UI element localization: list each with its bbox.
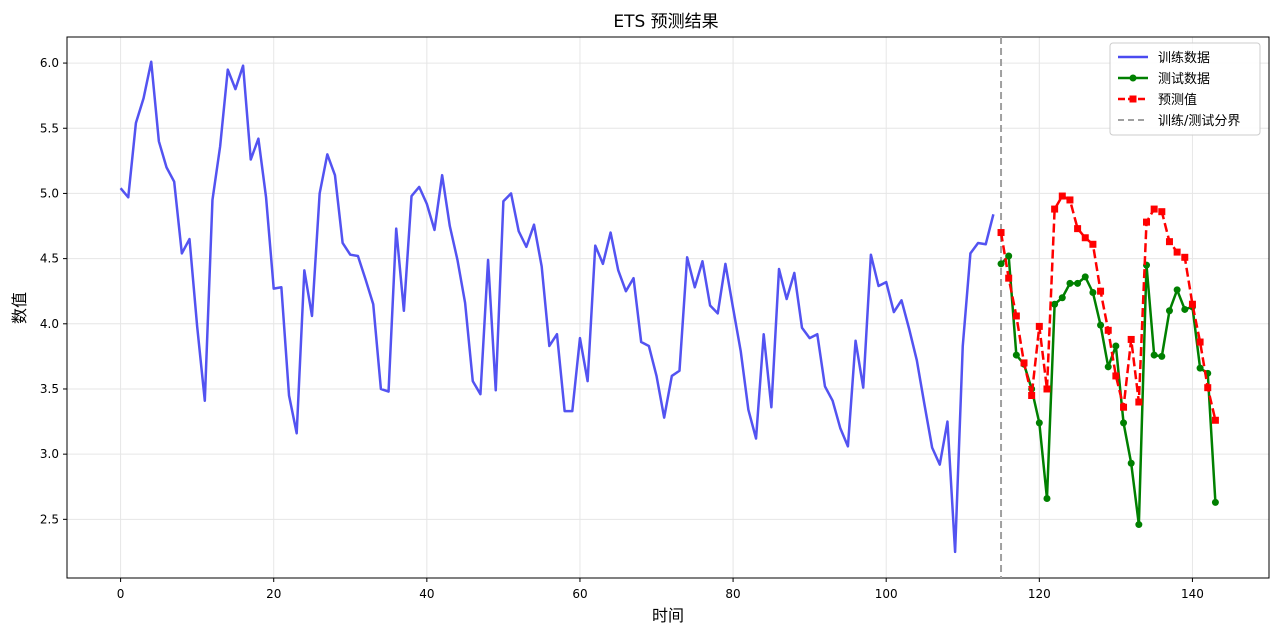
data-point	[1127, 335, 1135, 343]
data-point	[1074, 279, 1082, 287]
data-point	[1081, 273, 1089, 281]
data-point	[1112, 372, 1120, 380]
x-tick-label: 140	[1181, 587, 1204, 601]
data-point	[1074, 225, 1082, 233]
y-tick-label: 2.5	[40, 512, 59, 526]
data-point	[1120, 403, 1128, 411]
data-point	[1104, 326, 1112, 334]
data-point	[1204, 384, 1212, 392]
data-point	[1035, 322, 1043, 330]
data-point	[1066, 279, 1074, 287]
data-point	[1081, 234, 1089, 242]
data-point	[1066, 196, 1074, 204]
data-point	[1043, 385, 1051, 393]
y-tick-label: 4.5	[40, 252, 59, 266]
x-tick-label: 0	[117, 587, 125, 601]
y-axis: 2.5 3.0 3.5 4.0 4.5 5.0 5.5 6.0	[40, 56, 67, 526]
data-point	[1005, 274, 1013, 282]
legend-label: 测试数据	[1158, 72, 1210, 87]
data-point	[1165, 238, 1173, 246]
y-tick-label: 5.0	[40, 186, 59, 200]
data-point	[1058, 294, 1066, 302]
data-point	[997, 229, 1005, 237]
data-point	[1089, 289, 1097, 297]
data-point	[1135, 521, 1143, 529]
data-point	[1112, 342, 1120, 350]
chart-title: ETS 预测结果	[613, 12, 718, 32]
x-axis: 0 20 40 60 80 100 120 140	[117, 578, 1204, 601]
data-point	[1158, 208, 1166, 216]
data-point	[1120, 419, 1128, 427]
data-point	[1051, 300, 1059, 308]
data-point	[1097, 287, 1105, 295]
data-point	[1135, 398, 1143, 406]
x-tick-label: 60	[572, 587, 587, 601]
data-point	[1150, 205, 1158, 213]
y-tick-label: 3.5	[40, 382, 59, 396]
data-point	[1028, 391, 1036, 399]
data-point	[1020, 359, 1028, 367]
series-line	[119, 60, 995, 554]
data-point	[1035, 419, 1043, 427]
y-tick-label: 3.0	[40, 447, 59, 461]
data-point	[1058, 192, 1066, 200]
data-point	[1051, 205, 1059, 213]
y-axis-label: 数值	[10, 292, 29, 324]
y-tick-label: 4.0	[40, 317, 59, 331]
data-point	[1012, 351, 1020, 359]
x-tick-label: 100	[875, 587, 898, 601]
data-point	[1196, 338, 1204, 346]
data-point	[1143, 218, 1151, 226]
plot-area	[66, 36, 1270, 579]
legend-label: 预测值	[1158, 92, 1197, 108]
data-point	[1181, 305, 1189, 313]
series-3	[997, 192, 1219, 424]
data-point	[1104, 363, 1112, 371]
data-point	[1173, 286, 1181, 294]
x-tick-label: 120	[1028, 587, 1051, 601]
x-tick-label: 80	[725, 587, 740, 601]
series-layer	[119, 60, 1219, 554]
grid-lines	[67, 37, 1269, 578]
data-point	[1043, 494, 1051, 502]
data-point	[1012, 312, 1020, 320]
x-tick-label: 40	[419, 587, 434, 601]
data-point	[997, 260, 1005, 268]
data-point	[1158, 352, 1166, 360]
data-point	[1089, 240, 1097, 248]
y-tick-label: 6.0	[40, 56, 59, 70]
legend-box	[1109, 42, 1261, 136]
legend-label: 训练数据	[1158, 51, 1210, 66]
data-point	[1165, 307, 1173, 315]
data-point	[1005, 252, 1013, 260]
legend-marker	[1129, 95, 1137, 103]
data-point	[1181, 253, 1189, 261]
y-tick-label: 5.5	[40, 121, 59, 135]
data-point	[1211, 498, 1219, 506]
data-point	[1196, 364, 1204, 372]
data-point	[1097, 321, 1105, 329]
x-tick-label: 20	[266, 587, 281, 601]
legend-marker	[1129, 74, 1137, 82]
x-axis-label: 时间	[652, 606, 684, 625]
data-point	[1211, 416, 1219, 424]
data-point	[1127, 459, 1135, 467]
data-point	[1188, 300, 1196, 308]
legend-label: 训练/测试分界	[1158, 114, 1240, 129]
data-point	[1150, 351, 1158, 359]
data-point	[1173, 248, 1181, 256]
series-1	[119, 60, 995, 554]
